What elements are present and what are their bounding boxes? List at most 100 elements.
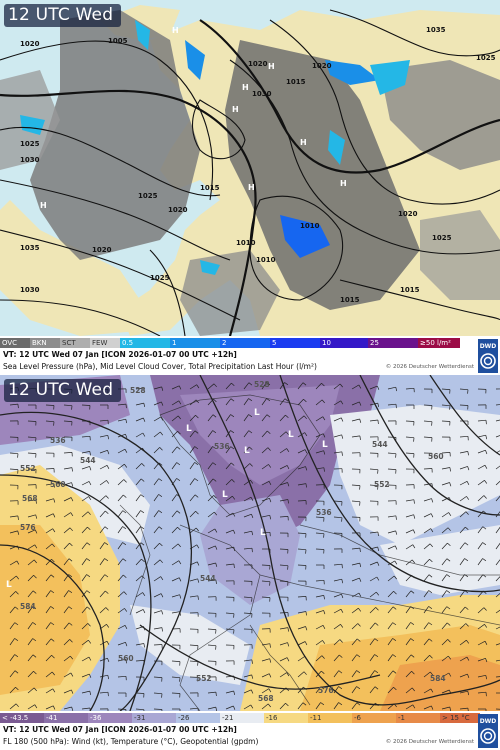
isobar-label: 1030 <box>20 286 40 294</box>
wind-barb-flag <box>215 562 218 567</box>
wind-barb-flag <box>104 558 109 562</box>
wind-barb <box>225 563 234 566</box>
wind-barb-flag <box>321 399 325 404</box>
wind-barb-flag <box>323 467 325 472</box>
wind-barb-flag <box>447 527 451 531</box>
wind-barb-flag <box>410 638 415 642</box>
valid-time-info: VT: 12 UTC Wed 07 Jan [ICON 2026-01-07 0… <box>3 725 237 734</box>
wind-barb <box>135 417 144 422</box>
wind-barb-flag <box>285 687 289 692</box>
wind-barb-flag <box>377 419 379 425</box>
wind-barb <box>63 452 73 454</box>
wind-barb <box>333 500 343 502</box>
contour-label: 536 <box>50 436 66 445</box>
wind-barb-flag <box>412 529 416 534</box>
wind-barb <box>351 562 360 566</box>
wind-barb-flag <box>158 510 163 514</box>
wind-barb <box>351 500 361 503</box>
wind-barb-flag <box>32 654 37 658</box>
wind-barb <box>225 495 233 502</box>
wind-barb-flag <box>483 607 487 611</box>
wind-barb-flag <box>428 622 433 626</box>
wind-barb <box>81 606 88 614</box>
low-center-marker: L <box>254 408 260 418</box>
wind-barb <box>405 436 415 439</box>
wind-barb-flag <box>233 563 235 569</box>
wind-barb-flag <box>359 401 362 406</box>
wind-barb <box>99 542 105 550</box>
low-center-marker: L <box>186 424 192 434</box>
wind-barb-flag <box>251 659 253 664</box>
wind-barb <box>441 689 450 694</box>
wind-barb <box>477 480 485 486</box>
pressure-center-marker: H <box>340 179 347 188</box>
wind-barb-flag <box>52 528 56 533</box>
wind-barb <box>9 703 17 710</box>
wind-barb-flag <box>87 526 91 531</box>
wind-barb-flag <box>429 543 433 548</box>
contour-label: 536 <box>316 508 332 517</box>
wind-barb <box>243 674 252 678</box>
wind-barb <box>369 561 378 566</box>
wind-barb <box>369 484 379 487</box>
wind-barb <box>27 670 34 678</box>
wind-barb <box>243 704 251 710</box>
wind-barb <box>459 606 466 614</box>
wind-barb <box>135 575 143 582</box>
wind-barb <box>117 403 127 406</box>
wind-barb-flag <box>448 497 452 502</box>
wind-barb-flag <box>430 688 434 693</box>
wind-barb-flag <box>356 702 361 706</box>
wind-barb-flag <box>374 638 379 642</box>
pressure-center-marker: H <box>242 83 249 92</box>
wind-barb-flag <box>143 643 145 648</box>
wind-barb <box>459 690 468 694</box>
wind-barb-flag <box>285 431 289 435</box>
wind-barb <box>63 467 72 470</box>
wind-barb <box>297 641 306 646</box>
wind-barb-flag <box>143 387 145 393</box>
wind-barb <box>477 542 483 550</box>
wind-barb-flag <box>395 387 398 392</box>
wind-barb <box>117 558 124 566</box>
wind-barb-flag <box>14 670 19 674</box>
wind-barb <box>441 388 451 390</box>
wind-barb <box>117 479 125 486</box>
wind-barb <box>261 564 271 566</box>
wind-barb <box>99 480 107 486</box>
isobar-label: 1025 <box>138 192 158 200</box>
wind-barb <box>207 430 213 438</box>
wind-barb <box>117 494 124 502</box>
wind-barb <box>333 451 342 454</box>
wind-barb-flag <box>465 623 469 627</box>
wind-barb-flag <box>248 430 253 434</box>
wind-barb <box>207 511 215 518</box>
wind-barb-flag <box>107 675 110 680</box>
wind-barb-flag <box>410 590 415 594</box>
wind-barb <box>225 462 232 470</box>
temperature-legend: < -43.5 -41 -36 -31 -26 -21 -16 -11 -6 -… <box>0 713 480 723</box>
wind-barb <box>189 527 197 534</box>
wind-barb <box>387 530 396 534</box>
wind-barb <box>261 497 270 502</box>
wind-barb <box>279 499 288 502</box>
wind-barb <box>459 435 469 438</box>
wind-barb <box>153 526 160 534</box>
wind-barb-flag <box>123 479 127 483</box>
wind-barb-flag <box>303 686 307 691</box>
wind-barb <box>243 496 252 502</box>
wind-barb <box>81 656 90 662</box>
wind-barb <box>279 448 287 454</box>
wind-barb <box>27 514 36 518</box>
wind-barb-flag <box>269 658 272 663</box>
wind-barb-flag <box>88 481 92 486</box>
wind-barb <box>81 481 90 486</box>
wind-barb-flag <box>464 574 469 578</box>
wind-barb <box>45 655 52 662</box>
wind-barb-flag <box>321 382 325 387</box>
wind-barb-flag <box>268 464 272 468</box>
wind-barb <box>351 401 360 406</box>
wind-barb-flag <box>213 495 217 499</box>
wind-barb <box>117 463 125 470</box>
wind-barb <box>387 606 394 614</box>
